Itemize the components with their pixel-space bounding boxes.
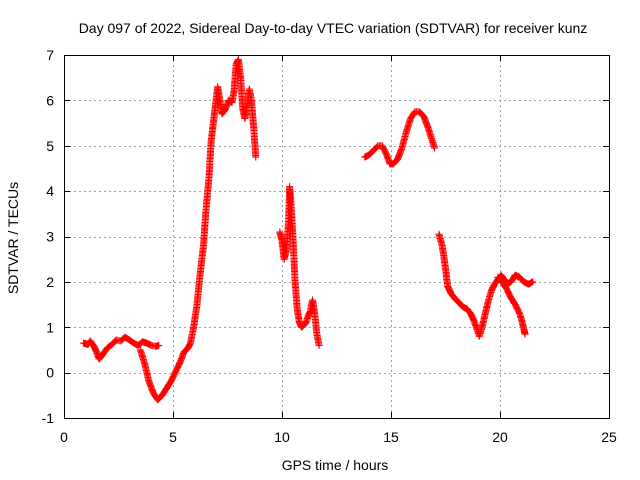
series-segment-2 (136, 56, 260, 404)
y-tick-label: 7 (46, 47, 54, 63)
x-tick-label: 20 (492, 429, 508, 445)
chart-title: Day 097 of 2022, Sidereal Day-to-day VTE… (79, 20, 588, 36)
y-tick-label: 5 (46, 138, 54, 154)
series-segment-3 (276, 183, 323, 349)
tick-labels: 0 5 10 15 20 25 -1 0 1 2 3 4 5 6 7 (42, 47, 617, 445)
data-series (80, 56, 537, 404)
x-tick-label: 0 (60, 429, 68, 445)
x-axis-label: GPS time / hours (282, 457, 389, 473)
x-tick-label: 25 (601, 429, 617, 445)
y-axis-label: SDTVAR / TECUs (5, 182, 21, 294)
data-markers (80, 333, 163, 363)
y-tick-label: -1 (42, 410, 55, 426)
x-tick-label: 5 (169, 429, 177, 445)
series-segment-6 (494, 273, 529, 338)
y-tick-label: 2 (46, 274, 54, 290)
x-tick-label: 10 (274, 429, 290, 445)
y-tick-label: 4 (46, 183, 54, 199)
series-segment-1 (80, 333, 163, 363)
x-tick-label: 15 (383, 429, 399, 445)
y-tick-label: 3 (46, 229, 54, 245)
y-tick-label: 0 (46, 365, 54, 381)
y-tick-label: 1 (46, 319, 54, 335)
y-tick-label: 6 (46, 92, 54, 108)
data-markers (136, 56, 260, 404)
data-markers (276, 183, 323, 349)
grid (64, 55, 609, 418)
series-segment-4 (361, 108, 439, 168)
series-segment-5 (435, 230, 537, 340)
data-markers (361, 108, 439, 168)
